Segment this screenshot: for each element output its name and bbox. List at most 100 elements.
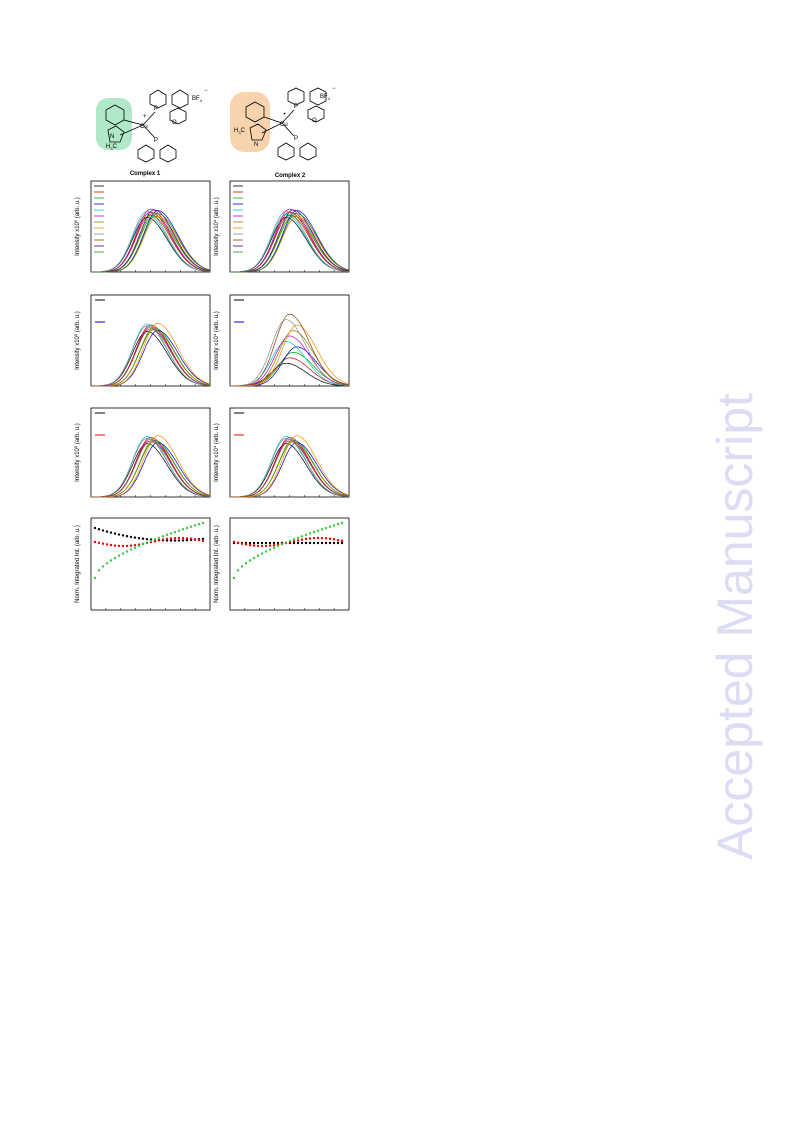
marker	[332, 524, 336, 527]
y-axis-label: Norm. Integrated Int. (arb. u.)	[214, 525, 220, 603]
y-axis-label: Intensity x105 (arb. u.)	[73, 311, 81, 370]
marker	[336, 523, 340, 526]
marker	[320, 528, 324, 531]
marker	[244, 543, 248, 546]
marker	[93, 526, 97, 530]
y-axis-label: Norm. Integrated Int. (arb. u.)	[75, 525, 81, 603]
y-label-suffix: (arb. u.)	[214, 311, 220, 334]
marker	[304, 533, 308, 537]
marker	[133, 543, 137, 547]
marker	[340, 539, 344, 543]
marker	[121, 534, 125, 537]
marker	[165, 537, 169, 541]
marker	[288, 539, 292, 543]
marker	[284, 541, 288, 544]
marker	[129, 535, 133, 539]
atom-label: P	[154, 106, 158, 112]
marker	[256, 541, 260, 545]
plot-frame	[90, 517, 211, 611]
marker	[113, 556, 117, 560]
marker	[141, 537, 145, 540]
marker	[173, 536, 177, 540]
y-axis-label: Intensity x105 (arb. u.)	[73, 197, 81, 256]
marker	[292, 540, 296, 543]
marker	[264, 550, 268, 553]
atom-label: O	[312, 118, 317, 124]
marker	[312, 530, 316, 534]
marker	[157, 536, 161, 540]
marker	[324, 541, 328, 545]
spectrum-curve	[230, 313, 350, 387]
y-axis-label: Intensity x104 (arb. u.)	[212, 311, 220, 370]
spectrum-curve	[230, 435, 350, 498]
marker	[316, 529, 320, 532]
y-axis-label: Intensity x105 (arb. u.)	[73, 423, 81, 482]
marker	[93, 576, 97, 580]
atom-label: N	[254, 142, 258, 148]
marker	[312, 541, 316, 545]
marker	[125, 535, 129, 538]
marker	[248, 559, 252, 562]
spectrum-curve	[230, 217, 350, 273]
marker	[189, 537, 193, 540]
marker	[252, 544, 256, 547]
y-label-suffix: (arb. u.)	[75, 311, 81, 334]
cation-charge: +	[283, 112, 287, 118]
marker	[109, 531, 113, 534]
column-title: Complex 2	[275, 173, 306, 179]
marker	[129, 548, 133, 551]
marker	[101, 542, 105, 545]
y-label-prefix: Intensity x10	[214, 221, 220, 255]
y-label-exp: 5	[73, 219, 78, 222]
marker	[197, 538, 201, 542]
methyl-sub: 3	[110, 146, 113, 151]
marker	[169, 539, 173, 542]
marker	[149, 539, 153, 543]
spectrum-curve	[91, 217, 211, 273]
marker	[272, 546, 276, 549]
y-label-exp: 4	[212, 219, 217, 222]
y-axis-label: Intensity x104 (arb. u.)	[212, 197, 220, 256]
marker	[125, 550, 129, 553]
y-axis-label: Intensity x104 (arb. u.)	[212, 423, 220, 482]
spectrum-curve	[91, 213, 211, 273]
y-label-suffix: (arb. u.)	[214, 197, 220, 220]
marker	[256, 554, 260, 557]
marker	[300, 541, 304, 545]
marker	[113, 532, 117, 535]
marker	[133, 536, 137, 539]
marker	[272, 543, 276, 547]
atom-label: O	[172, 120, 177, 126]
spectrum-curve	[91, 215, 211, 273]
spectrum-curve	[91, 331, 211, 387]
marker	[121, 544, 125, 548]
marker	[117, 533, 121, 536]
marker	[320, 536, 324, 540]
marker	[308, 532, 312, 535]
marker	[316, 541, 320, 545]
methyl-label: H3C	[106, 144, 118, 151]
methyl-c: C	[113, 144, 118, 150]
marker	[177, 539, 181, 542]
marker	[332, 538, 336, 541]
marker	[153, 538, 157, 541]
marker	[256, 544, 260, 548]
counterion-sub: 4	[200, 98, 203, 103]
spectrum-curve	[91, 328, 211, 387]
marker	[145, 541, 149, 544]
marker	[236, 569, 240, 572]
y-label-suffix: (arb. u.)	[75, 197, 81, 220]
spectrum-curve	[91, 214, 211, 273]
marker	[193, 524, 197, 527]
spectrum-curve	[230, 437, 350, 498]
spectrum-curve	[230, 441, 350, 498]
marker	[268, 541, 272, 545]
marker	[276, 544, 280, 548]
spectrum-curve	[91, 216, 211, 273]
marker	[105, 562, 109, 565]
marker	[101, 529, 105, 532]
marker	[97, 541, 101, 545]
marker	[320, 541, 324, 545]
marker	[121, 552, 125, 555]
methyl-label: H3C	[234, 128, 246, 135]
